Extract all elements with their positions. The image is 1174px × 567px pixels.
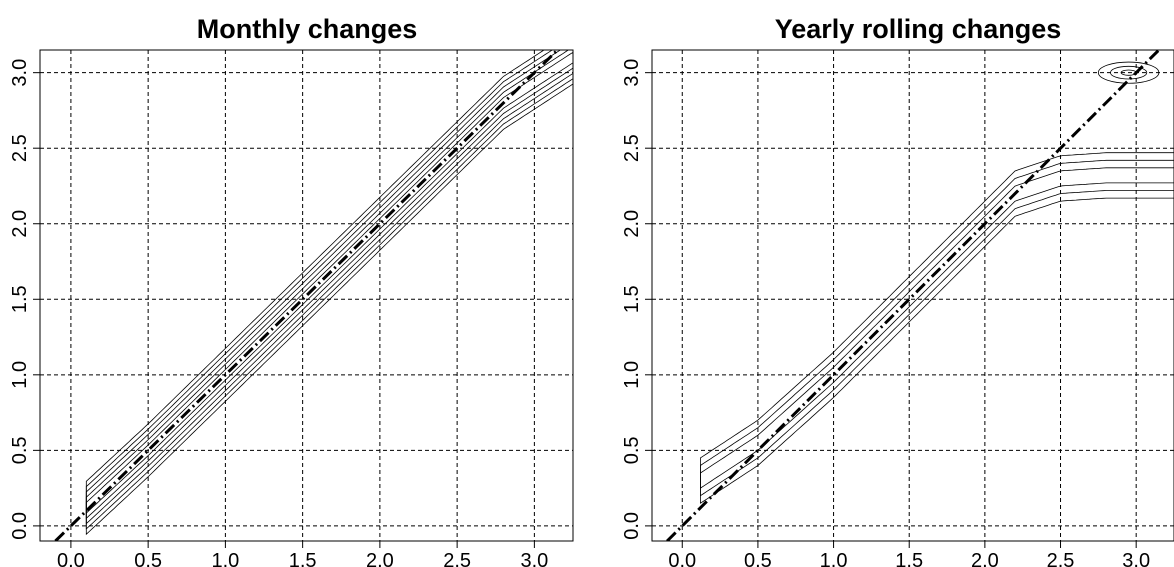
x-tick-label: 2.5 [1047,550,1075,567]
y-tick-label: 0.0 [621,512,643,540]
contour-line [700,152,1174,504]
y-tick-label: 1.5 [621,285,643,313]
x-tick-label: 0.0 [668,550,696,567]
chart-title: Monthly changes [197,14,418,44]
y-tick-label: 1.0 [621,361,643,389]
y-tick-label: 1.5 [9,285,31,313]
x-tick-label: 0.5 [134,550,162,567]
reference-line [666,50,1160,541]
x-tick-label: 1.5 [895,550,923,567]
x-tick-label: 2.0 [366,550,394,567]
plot-area [54,50,573,541]
y-tick-label: 2.0 [621,210,643,238]
x-tick-label: 1.5 [289,550,317,567]
plot-frame [39,49,574,542]
plot-area [666,50,1174,541]
x-tick-label: 1.0 [820,550,848,567]
x-tick-label: 0.0 [57,550,85,567]
y-tick-label: 1.0 [9,361,31,389]
y-tick-label: 0.0 [9,512,31,540]
x-tick-label: 0.5 [744,550,772,567]
contour-line [700,167,1174,489]
x-tick-label: 3.0 [1122,550,1150,567]
y-tick-label: 2.0 [9,210,31,238]
panel-yearly: Yearly rolling changes 0.0 0.5 1.0 1.5 2.0 2.… [621,14,1174,567]
contour-line [85,50,573,520]
x-tick-label: 2.0 [971,550,999,567]
contour-line [85,50,573,525]
panel-monthly: Monthly changes 0.0 0.5 1.0 1.5 2.0 2.5 3.0 0.0… [9,14,574,567]
y-tick-label: 2.5 [9,134,31,162]
y-tick-label: 3.0 [621,59,643,87]
x-tick-label: 2.5 [443,550,471,567]
x-tick-label: 1.0 [211,550,239,567]
contour-line [85,50,573,530]
y-tick-label: 2.5 [621,134,643,162]
plot-frame [651,49,1174,542]
x-tick-label: 3.0 [520,550,548,567]
contour-line [85,51,573,515]
chart-title: Yearly rolling changes [775,14,1062,44]
contour-line [85,50,573,536]
reference-line [54,50,559,541]
contour-island [1110,65,1148,80]
y-tick-label: 3.0 [9,59,31,87]
y-tick-label: 0.5 [621,436,643,464]
y-tick-label: 0.5 [9,436,31,464]
contour-island [1097,61,1160,84]
contour-line [700,159,1174,497]
